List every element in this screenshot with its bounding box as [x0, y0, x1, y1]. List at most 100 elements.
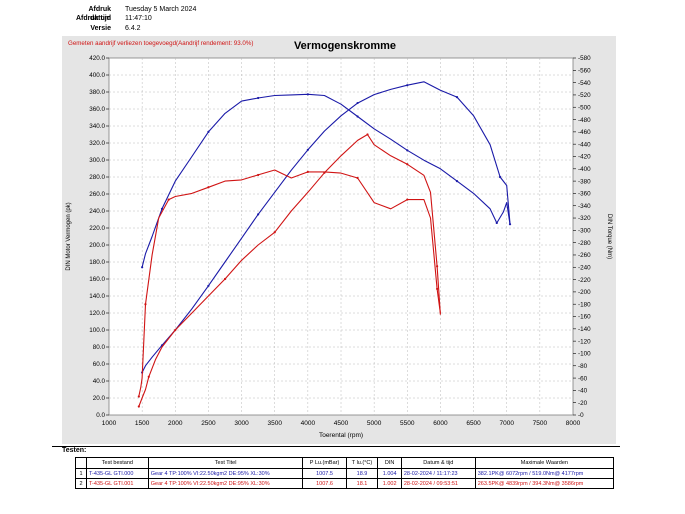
col-test-file: Test bestand — [86, 457, 149, 469]
y-right-tick-label: -0 — [578, 412, 584, 419]
series-point — [495, 221, 498, 225]
col-temperature: T lu.(°C) — [345, 457, 379, 469]
x-tick-label: 5000 — [367, 420, 382, 427]
series-point — [406, 163, 409, 166]
print-date-value: Tuesday 5 March 2024 — [125, 6, 197, 13]
series-point — [147, 375, 150, 378]
x-tick-label: 3500 — [267, 420, 282, 427]
series-point — [436, 287, 439, 290]
y-right-tick-label: -400 — [578, 166, 591, 173]
y-left-tick-label: 280.0 — [89, 174, 105, 181]
row-max: 382.1PK@ 6072rpm / 519.0Nm@ 4177rpm — [474, 468, 615, 479]
y-left-tick-label: 400.0 — [89, 72, 105, 79]
series-point — [207, 130, 210, 133]
y-right-tick-label: -180 — [578, 301, 591, 308]
x-tick-label: 1000 — [102, 420, 117, 427]
series-point — [207, 186, 210, 189]
series-point — [306, 148, 309, 151]
y-right-tick-label: -560 — [578, 68, 591, 75]
y-right-axis-label: DIN Torque (Nm) — [606, 214, 612, 259]
y-right-tick-label: -80 — [578, 363, 588, 370]
col-max-values: Maximale Waarden — [474, 457, 615, 469]
series-point — [406, 198, 409, 201]
y-right-tick-label: -420 — [578, 154, 591, 161]
table-row[interactable]: 1 T-435-GL GTI.000 Gear 4 TP:100% VI:22.… — [75, 468, 615, 479]
y-left-tick-label: 220.0 — [89, 225, 105, 232]
col-datetime: Datum & tijd — [400, 457, 476, 469]
y-right-tick-label: -360 — [578, 191, 591, 198]
series-point — [508, 223, 512, 226]
series-point — [137, 405, 140, 408]
row-max: 263.5PK@ 4839rpm / 394.3Nm@ 3586rpm — [474, 478, 615, 489]
y-right-tick-label: -120 — [578, 338, 591, 345]
x-tick-label: 7000 — [499, 420, 514, 427]
y-right-tick-label: -340 — [578, 203, 591, 210]
series-point — [455, 180, 459, 183]
x-tick-label: 2500 — [201, 420, 216, 427]
y-right-tick-label: -300 — [578, 228, 591, 235]
x-tick-label: 5500 — [400, 420, 415, 427]
series-point — [257, 96, 260, 100]
series-point — [498, 175, 502, 179]
row-title: Gear 4 TP:100% VI:22.50kgm2 DE:95% XL:30… — [147, 468, 304, 479]
x-tick-label: 8000 — [566, 420, 581, 427]
y-right-tick-label: -460 — [578, 129, 591, 136]
series-point — [137, 395, 140, 398]
y-left-tick-label: 100.0 — [89, 327, 105, 334]
y-right-tick-label: -160 — [578, 314, 591, 321]
row-temperature: 18.1 — [345, 478, 379, 489]
y-right-tick-label: -500 — [578, 104, 591, 111]
series-point — [223, 277, 227, 281]
series-point — [306, 93, 309, 96]
series-point — [356, 101, 359, 105]
series-point — [406, 149, 409, 152]
series-point — [436, 265, 439, 268]
y-left-axis-label: DIN Motor Vermogen (pk) — [66, 202, 72, 270]
y-left-tick-label: 380.0 — [89, 89, 105, 96]
row-datetime: 28-02-2024 / 09:53:51 — [400, 478, 476, 489]
y-right-tick-label: -140 — [578, 326, 591, 333]
row-index: 1 — [75, 468, 87, 479]
series-line-4 — [138, 169, 441, 397]
series-point — [257, 173, 260, 177]
row-din: 1.002 — [377, 478, 402, 489]
y-left-tick-label: 40.0 — [93, 378, 106, 385]
series-point — [406, 84, 409, 87]
x-tick-label: 1500 — [135, 420, 150, 427]
y-left-tick-label: 240.0 — [89, 208, 105, 215]
series-line-1 — [141, 81, 511, 373]
y-right-tick-label: -100 — [578, 351, 591, 358]
series-line-2 — [141, 93, 511, 268]
series-point — [167, 198, 170, 201]
row-temperature: 18.9 — [345, 468, 379, 479]
series-point — [356, 176, 359, 180]
y-left-tick-label: 160.0 — [89, 276, 105, 283]
row-index: 2 — [75, 478, 87, 489]
print-time-label: Afdruk tijd — [76, 15, 111, 22]
print-date-label: Afdruk datum — [88, 6, 111, 22]
row-file: T-435-GL GTI.000 — [86, 468, 149, 479]
row-datetime: 28-02-2024 / 11:17:23 — [400, 468, 476, 479]
series-point — [306, 170, 309, 173]
series-point — [141, 266, 144, 269]
chart-note: Gemeten aandrijf verliezen toegevoegd(Aa… — [68, 40, 253, 47]
series-point — [207, 284, 210, 287]
power-curve-chart: Gemeten aandrijf verliezen toegevoegd(Aa… — [62, 36, 616, 439]
y-right-tick-label: -520 — [578, 92, 591, 99]
x-tick-label: 3000 — [234, 420, 249, 427]
y-left-tick-label: 320.0 — [89, 140, 105, 147]
x-tick-label: 4000 — [301, 420, 316, 427]
table-row[interactable]: 2 T-435-GL GTI.001 Gear 4 TP:100% VI:22.… — [75, 478, 615, 489]
y-left-tick-label: 360.0 — [89, 106, 105, 113]
y-right-tick-label: -240 — [578, 264, 591, 271]
y-right-tick-label: -440 — [578, 141, 591, 148]
row-pressure: 1007.6 — [302, 478, 347, 489]
series-point — [174, 328, 177, 332]
print-time-value: 11:47:10 — [125, 15, 152, 22]
y-left-tick-label: 260.0 — [89, 191, 105, 198]
y-right-tick-label: -540 — [578, 80, 591, 87]
y-right-tick-label: -220 — [578, 277, 591, 284]
row-pressure: 1007.5 — [302, 468, 347, 479]
series-point — [144, 303, 147, 306]
series-point — [160, 207, 164, 210]
